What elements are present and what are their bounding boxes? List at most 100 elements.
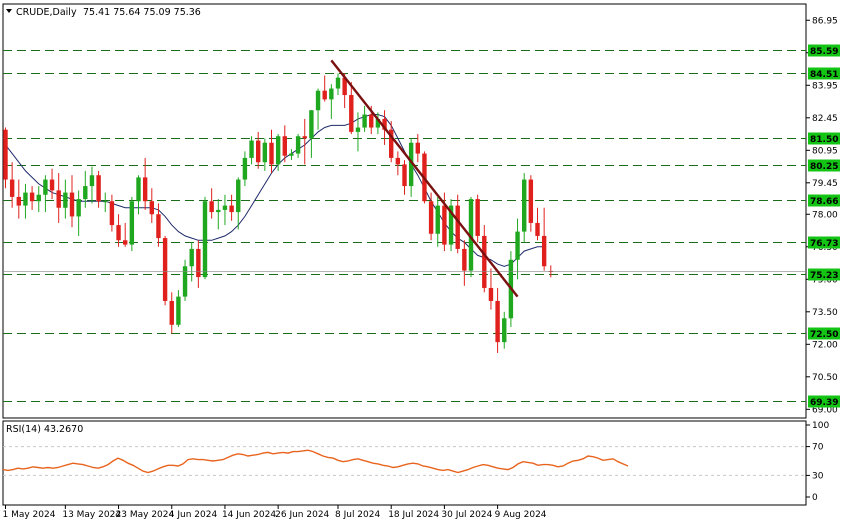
candle	[455, 194, 460, 254]
candle	[242, 151, 248, 187]
candle	[522, 173, 527, 243]
candle	[16, 179, 21, 219]
candle	[196, 240, 201, 288]
candle	[269, 129, 274, 174]
price-tick-label: 83.95	[812, 81, 838, 91]
candle-body	[435, 205, 440, 234]
time-tick-label: 1 May 2024	[3, 510, 56, 520]
symbol-dropdown-icon[interactable]	[6, 9, 12, 13]
candle-body	[269, 142, 274, 165]
candle	[289, 149, 294, 161]
candle	[282, 125, 287, 163]
candle-body	[322, 90, 327, 100]
price-tick-label: 78.00	[812, 210, 838, 220]
candle	[96, 170, 101, 208]
candle-body	[116, 225, 121, 241]
rsi-pane-frame	[2, 420, 807, 506]
price-tick-label: 80.95	[812, 146, 838, 156]
candle	[408, 138, 414, 197]
candle	[23, 183, 28, 219]
candle-body	[362, 114, 367, 128]
rsi-tick-label: 70	[812, 443, 824, 453]
candle-body	[69, 192, 75, 217]
candle	[189, 242, 194, 282]
candle	[156, 203, 161, 247]
level-badge	[808, 268, 840, 281]
time-tick-label: 9 Aug 2024	[495, 510, 547, 520]
candle-body	[382, 118, 387, 130]
candle-body	[462, 248, 467, 271]
candle-body	[282, 136, 287, 156]
price-tick-label: 79.45	[812, 179, 838, 189]
level-badge	[808, 236, 840, 249]
rsi-label: RSI(14) 43.2670	[6, 424, 83, 435]
candle	[435, 196, 440, 247]
candle	[275, 134, 281, 171]
candle-body	[289, 153, 294, 156]
candle-body	[256, 140, 261, 163]
candle	[402, 160, 407, 195]
candle-body	[535, 222, 540, 236]
candle-body	[123, 240, 128, 245]
candle-body	[149, 201, 154, 215]
symbol-label[interactable]: CRUDE,Daily	[16, 7, 77, 18]
level-badge-label: 78.66	[810, 197, 838, 207]
candle-body	[315, 90, 321, 111]
candle	[528, 175, 534, 232]
time-tick-label: 13 May 2024	[62, 510, 121, 520]
candle-body	[448, 205, 454, 245]
candle	[162, 235, 168, 306]
candle	[309, 110, 314, 158]
level-badge	[808, 194, 840, 207]
candle	[229, 194, 234, 221]
downtrend-line[interactable]	[330, 59, 519, 298]
level-badge-label: 81.50	[810, 135, 838, 145]
candle-body	[63, 192, 68, 208]
candle-body	[275, 136, 281, 165]
time-tick-label: 18 Jul 2024	[388, 510, 439, 520]
candle	[315, 88, 321, 130]
candle	[136, 175, 141, 215]
candle-body	[355, 127, 361, 132]
price-tick-label: 70.50	[812, 373, 838, 383]
level-badge	[808, 67, 840, 80]
candle	[515, 218, 520, 280]
level-badge-label: 80.25	[810, 162, 838, 172]
price-pane-frame	[2, 3, 807, 419]
candle-body	[375, 118, 381, 128]
candle-body	[522, 179, 527, 232]
candle-body	[156, 214, 161, 239]
candle-body	[16, 196, 21, 206]
candle	[462, 240, 467, 286]
candle	[89, 166, 95, 204]
rsi-tick-label: 30	[812, 471, 824, 481]
candle-body	[389, 129, 394, 158]
level-badge-label: 72.50	[810, 330, 838, 340]
candle-body	[36, 194, 41, 202]
candle-body	[302, 136, 307, 139]
level-badge	[808, 159, 840, 172]
level-badge-label: 84.51	[810, 70, 838, 80]
candle	[129, 196, 135, 252]
level-badge-label: 76.73	[810, 239, 838, 249]
candle	[149, 188, 154, 223]
candle-body	[9, 179, 15, 197]
price-tick-label: 82.45	[812, 114, 838, 124]
candle	[389, 121, 394, 163]
candle	[123, 222, 128, 247]
candle-body	[182, 266, 188, 297]
candle-body	[349, 95, 354, 132]
candle	[83, 170, 88, 208]
candle	[43, 175, 48, 213]
candle	[209, 188, 214, 219]
candle	[535, 207, 540, 241]
candle-body	[23, 192, 28, 206]
candle-body	[475, 199, 480, 236]
candle	[222, 194, 228, 226]
chart-header: CRUDE,Daily 75.41 75.64 75.09 75.36	[6, 7, 201, 18]
candle-body	[402, 164, 407, 187]
candle-body	[169, 300, 174, 325]
candle-body	[222, 205, 228, 210]
candle-body	[3, 129, 8, 180]
